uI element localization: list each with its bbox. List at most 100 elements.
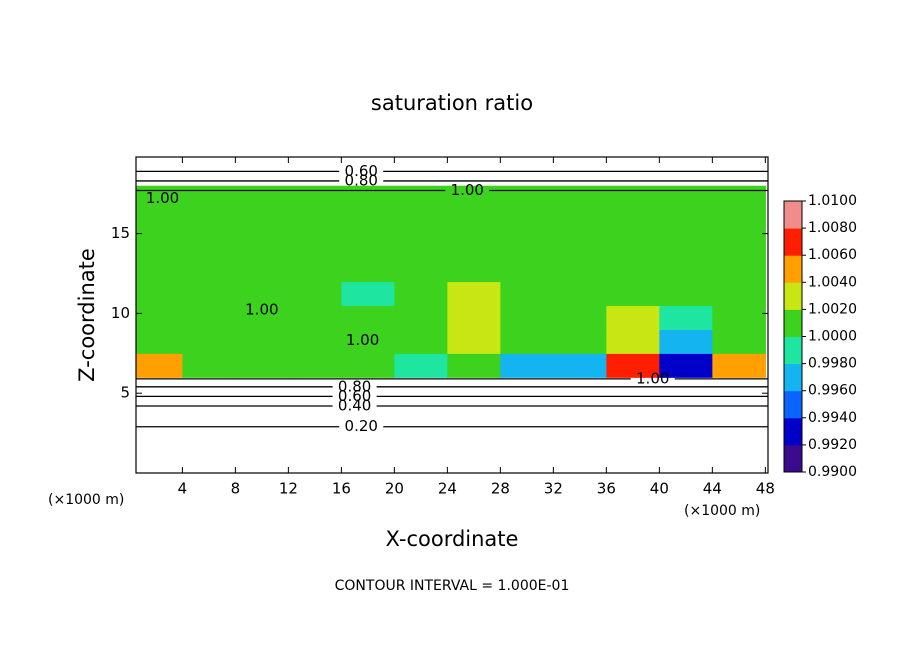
- field-cell: [288, 233, 342, 259]
- colorbar-tick-label: 0.9980: [808, 356, 857, 372]
- field-cell: [659, 185, 713, 211]
- field-cell: [235, 329, 289, 354]
- colorbar-tick-label: 1.0100: [808, 193, 857, 209]
- field-cell: [606, 281, 660, 307]
- contour-label: 1.00: [146, 189, 179, 207]
- x-tick-label: 8: [231, 480, 241, 498]
- x-tick-label: 32: [544, 480, 563, 498]
- x-tick-label: 4: [178, 480, 188, 498]
- field-cell: [712, 209, 766, 235]
- field-cell: [500, 233, 554, 259]
- field-cell: [341, 257, 395, 283]
- field-cell: [288, 209, 342, 235]
- field-cell: [136, 281, 183, 307]
- field-cell: [136, 305, 183, 330]
- x-tick-label: 12: [279, 480, 298, 498]
- field-cell: [235, 281, 289, 307]
- x-unit-label: (×1000 m): [48, 492, 124, 508]
- field-cell: [341, 353, 395, 378]
- field-cell: [606, 305, 660, 330]
- field-cell: [235, 185, 289, 211]
- x-tick-label: 40: [650, 480, 669, 498]
- field-cell: [659, 305, 713, 330]
- field-cell: [182, 185, 236, 211]
- field-cell: [659, 257, 713, 283]
- field-cell: [288, 185, 342, 211]
- field-cell: [447, 257, 501, 283]
- contour-label: 0.60: [345, 162, 378, 180]
- field-cell: [606, 257, 660, 283]
- field-cell: [712, 329, 766, 354]
- field-cell: [447, 305, 501, 330]
- field-cell: [136, 257, 183, 283]
- field-cell: [553, 233, 607, 259]
- colorbar-tick-label: 0.9920: [808, 437, 857, 453]
- colorbar-tick-label: 0.9940: [808, 410, 857, 426]
- x-tick-label: 20: [385, 480, 404, 498]
- field-cell: [394, 329, 448, 354]
- y-axis-label: Z-coordinate: [75, 248, 99, 382]
- field-cell: [288, 353, 342, 378]
- colorbar-band: [784, 282, 802, 310]
- field-cell: [447, 209, 501, 235]
- field-cell: [500, 209, 554, 235]
- field-cell: [394, 281, 448, 307]
- field-cell: [500, 281, 554, 307]
- field-cell: [712, 257, 766, 283]
- colorbar-band: [784, 390, 802, 419]
- field-cell: [500, 185, 554, 211]
- field-cell: [712, 185, 766, 211]
- field-cell: [712, 233, 766, 259]
- field-cell: [341, 281, 395, 307]
- field-cell: [235, 233, 289, 259]
- field-cell: [659, 209, 713, 235]
- colorbar-tick-label: 1.0020: [808, 301, 857, 317]
- x-tick-label: 44: [703, 480, 722, 498]
- field-cell: [341, 233, 395, 259]
- field-cell: [394, 353, 448, 378]
- x-tick-label: 16: [332, 480, 351, 498]
- colorbar-tick-label: 1.0060: [808, 247, 857, 263]
- field-cell: [447, 353, 501, 378]
- contour-label: 1.00: [636, 369, 669, 387]
- field-cell: [136, 233, 183, 259]
- annotation: CONTOUR INTERVAL = 1.000E-01: [335, 578, 570, 594]
- field-cell: [553, 281, 607, 307]
- field-cell: [288, 329, 342, 354]
- colorbar-band: [784, 255, 802, 283]
- field-cell: [288, 257, 342, 283]
- x-tick-label: 36: [597, 480, 616, 498]
- field-cell: [182, 209, 236, 235]
- field-cell: [500, 305, 554, 330]
- x-unit-label: (×1000 m): [684, 503, 760, 519]
- field-cell: [235, 209, 289, 235]
- field-cell: [341, 185, 395, 211]
- field-cell: [500, 257, 554, 283]
- field-cell: [606, 329, 660, 354]
- field-cell: [341, 329, 395, 354]
- colorbar-band: [784, 363, 802, 392]
- field-cell: [182, 233, 236, 259]
- x-axis-label: X-coordinate: [386, 527, 519, 551]
- colorbar-tick-label: 0.9960: [808, 383, 857, 399]
- field-cell: [235, 257, 289, 283]
- contour-label: 1.00: [451, 181, 484, 199]
- field-cell: [606, 185, 660, 211]
- field-cell: [182, 329, 236, 354]
- field-cell: [659, 281, 713, 307]
- field-cell: [235, 305, 289, 330]
- field-cell: [182, 353, 236, 378]
- field-cell: [447, 233, 501, 259]
- colorbar-band: [784, 228, 802, 256]
- x-tick-label: 24: [438, 480, 457, 498]
- field-cell: [606, 209, 660, 235]
- field-cell: [182, 305, 236, 330]
- field-cell: [500, 353, 554, 378]
- field-cell: [712, 281, 766, 307]
- contour-label: 0.80: [338, 377, 371, 395]
- colorbar-tick-label: 0.9900: [808, 464, 857, 480]
- field-cell: [182, 257, 236, 283]
- field-cell: [606, 353, 660, 378]
- colorbar-tick-label: 1.0080: [808, 220, 857, 236]
